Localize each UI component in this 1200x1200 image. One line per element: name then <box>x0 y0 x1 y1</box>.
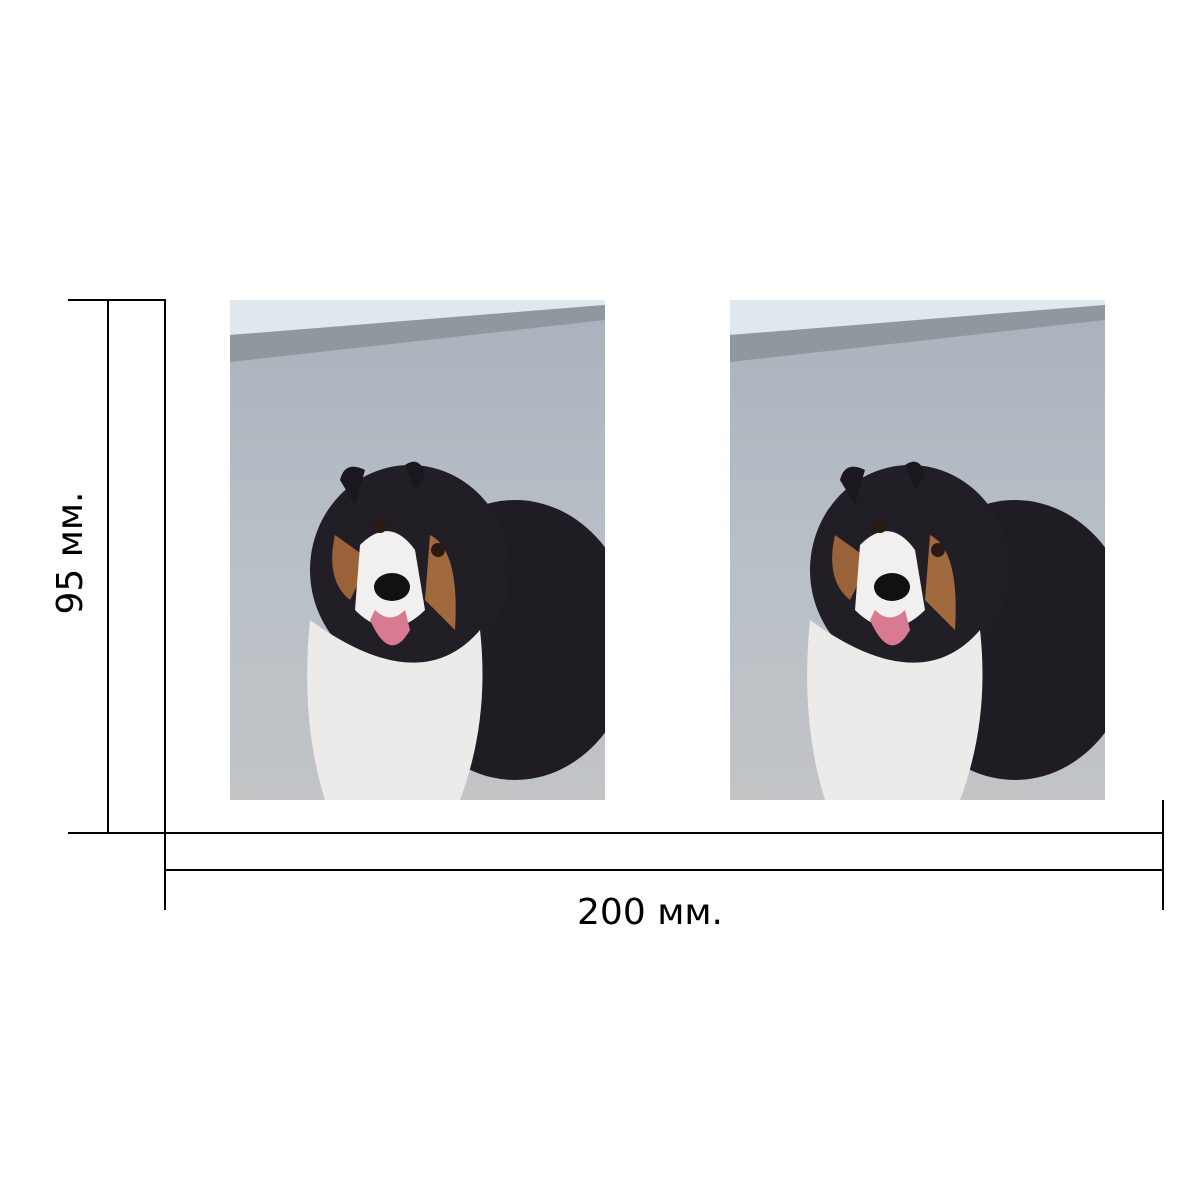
width-label: 200 мм. <box>577 892 723 933</box>
height-label: 95 мм. <box>50 491 91 614</box>
width-dimension: 200 мм. <box>164 800 1164 933</box>
height-dimension: 95 мм. <box>50 299 166 834</box>
product-photo <box>230 300 605 800</box>
product-photo <box>730 300 1105 800</box>
